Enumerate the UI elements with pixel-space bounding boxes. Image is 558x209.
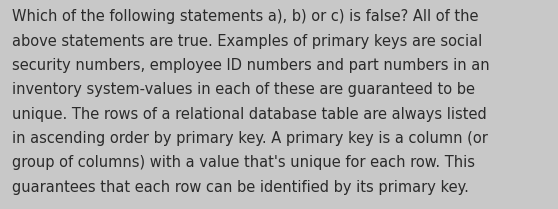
Text: unique. The rows of a relational database table are always listed: unique. The rows of a relational databas… <box>12 107 487 122</box>
Text: inventory system-values in each of these are guaranteed to be: inventory system-values in each of these… <box>12 82 475 97</box>
Text: guarantees that each row can be identified by its primary key.: guarantees that each row can be identifi… <box>12 180 469 195</box>
Text: in ascending order by primary key. A primary key is a column (or: in ascending order by primary key. A pri… <box>12 131 488 146</box>
Text: above statements are true. Examples of primary keys are social: above statements are true. Examples of p… <box>12 34 483 49</box>
Text: Which of the following statements a), b) or c) is false? All of the: Which of the following statements a), b)… <box>12 9 479 24</box>
Text: security numbers, employee ID numbers and part numbers in an: security numbers, employee ID numbers an… <box>12 58 490 73</box>
Text: group of columns) with a value that's unique for each row. This: group of columns) with a value that's un… <box>12 155 475 170</box>
